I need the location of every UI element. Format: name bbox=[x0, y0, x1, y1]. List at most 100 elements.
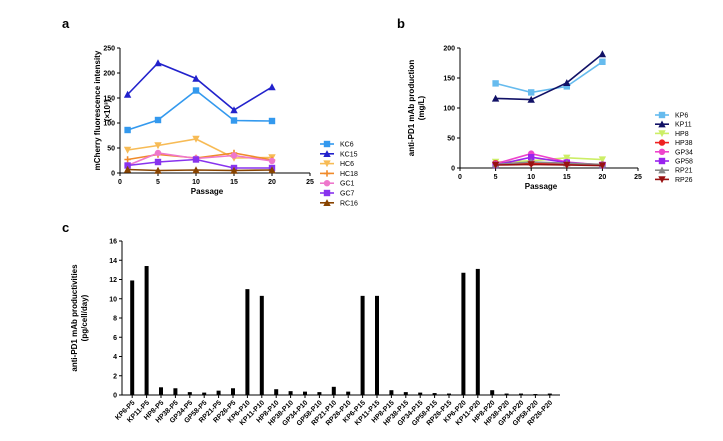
legend-label-HP38: HP38 bbox=[675, 140, 693, 147]
data-point-KP11 bbox=[491, 94, 500, 102]
data-point-KC15 bbox=[123, 90, 132, 98]
chart-c: 0 2 4 6 8 10 12 14 16 anti-PD1 mAb productivities… bbox=[70, 239, 560, 428]
bar-KP6-P10 bbox=[245, 289, 250, 395]
bar-GP34-P20 bbox=[519, 393, 523, 395]
data-point-GC1 bbox=[230, 152, 238, 159]
bar-RP21-P5 bbox=[216, 390, 221, 395]
bar-RP26-P10 bbox=[346, 391, 351, 395]
bar-KP6-P20 bbox=[461, 272, 466, 395]
legend-marker bbox=[658, 148, 666, 155]
bar-HP38-P20 bbox=[504, 393, 509, 395]
y-tick-label: 100 bbox=[443, 106, 455, 113]
series-line-RP26 bbox=[495, 163, 603, 167]
data-point-RP26 bbox=[563, 161, 571, 169]
data-point-GC7 bbox=[192, 156, 200, 163]
bar-RP21-P10 bbox=[331, 386, 336, 395]
x-tick-label: 5 bbox=[494, 174, 498, 181]
data-point-GC1 bbox=[154, 149, 162, 157]
data-point-KC15 bbox=[230, 106, 238, 114]
x-tick-label: 20 bbox=[268, 179, 276, 186]
legend-label-KP6: KP6 bbox=[675, 113, 688, 120]
data-point-RC16 bbox=[154, 166, 162, 174]
bar-GP58-P10 bbox=[317, 392, 322, 395]
legend-marker bbox=[658, 120, 666, 128]
legend-label-RP26: RP26 bbox=[675, 177, 693, 184]
y-tick-label: 14 bbox=[109, 258, 117, 265]
bar-RP26-P15 bbox=[447, 393, 451, 395]
y-tick-label: 0 bbox=[111, 171, 115, 178]
data-point-KP6 bbox=[492, 80, 499, 87]
legend-label-KC6: KC6 bbox=[340, 142, 354, 149]
x-tick-label: 0 bbox=[118, 179, 122, 186]
bar-KP11-P5 bbox=[144, 266, 149, 395]
bar-HP8-P10 bbox=[274, 389, 279, 395]
bar-GP34-P15 bbox=[418, 392, 423, 395]
series-line-KC6 bbox=[127, 89, 273, 131]
series-line-GC7 bbox=[127, 158, 272, 169]
legend-label-HP8: HP8 bbox=[675, 131, 689, 138]
data-point-RC16 bbox=[268, 166, 276, 174]
legend-marker bbox=[323, 180, 331, 187]
y-tick-label: 100 bbox=[103, 121, 115, 128]
bar-HP8-P15 bbox=[389, 390, 394, 395]
y-tick-label: 200 bbox=[103, 71, 115, 78]
y-tick-label: 0 bbox=[113, 393, 117, 400]
legend-label-KC15: KC15 bbox=[340, 151, 358, 158]
data-point-GC7 bbox=[124, 162, 131, 169]
bar-HP8-P5 bbox=[159, 387, 163, 395]
y-tick-label: 150 bbox=[103, 96, 115, 103]
data-point-KP11 bbox=[598, 50, 607, 58]
x-tick-label: 10 bbox=[192, 179, 200, 186]
legend-label-RP21: RP21 bbox=[675, 168, 693, 175]
data-point-HP8 bbox=[598, 156, 607, 164]
y-axis-unit: (×10³) bbox=[103, 99, 112, 121]
bar-KP6-P5 bbox=[130, 280, 135, 395]
y-axis-unit: (pg/cell/day) bbox=[80, 294, 89, 341]
x-tick-label: 15 bbox=[563, 174, 571, 181]
y-tick-label: 2 bbox=[113, 373, 117, 380]
x-tick-label: 25 bbox=[634, 174, 642, 181]
x-axis-title: Passage bbox=[525, 182, 558, 191]
data-point-KP6 bbox=[528, 89, 535, 96]
data-point-RP26 bbox=[598, 162, 607, 170]
data-point-GP58 bbox=[528, 154, 535, 161]
y-axis-unit: (mg/L) bbox=[417, 95, 426, 120]
y-tick-label: 16 bbox=[109, 239, 117, 246]
data-point-RC16 bbox=[123, 165, 132, 173]
series-line-RC16 bbox=[127, 168, 273, 172]
y-tick-label: 8 bbox=[113, 316, 117, 323]
bar-KP11-P10 bbox=[259, 295, 264, 395]
bar-RP26-P20 bbox=[547, 393, 552, 395]
y-tick-label: 200 bbox=[443, 46, 455, 53]
x-axis-title: Passage bbox=[191, 187, 224, 196]
data-point-KC6 bbox=[154, 116, 162, 124]
bar-GP58-P5 bbox=[202, 392, 207, 395]
legend-marker bbox=[323, 150, 331, 157]
data-point-HC18 bbox=[124, 156, 131, 163]
legend-marker bbox=[658, 139, 666, 146]
y-tick-label: 6 bbox=[113, 335, 117, 342]
data-point-RC16 bbox=[192, 166, 200, 174]
data-point-RP26 bbox=[491, 161, 500, 169]
data-point-HC6 bbox=[154, 142, 162, 150]
data-point-RC16 bbox=[230, 166, 238, 174]
data-point-GC7 bbox=[154, 158, 162, 166]
y-axis-title: anti-PD1 mAb productivities bbox=[70, 264, 79, 372]
series-line-KP6 bbox=[495, 61, 603, 94]
bar-GP58-P15 bbox=[432, 393, 437, 395]
y-tick-label: 50 bbox=[447, 136, 455, 143]
x-tick-label: 20 bbox=[599, 174, 607, 181]
legend-marker bbox=[323, 189, 331, 197]
y-tick-label: 0 bbox=[451, 166, 455, 173]
bar-GP34-P5 bbox=[187, 392, 192, 395]
legend-label-GC7: GC7 bbox=[340, 191, 355, 198]
data-point-RP26 bbox=[527, 161, 535, 169]
x-tick-label: 15 bbox=[230, 179, 238, 186]
chart-b: 0 50 100 150 200 0 5 10 15 20 25 Passage anti-PD1 mA… bbox=[407, 46, 693, 192]
legend-label-GC1: GC1 bbox=[340, 181, 355, 188]
x-tick-label: 25 bbox=[306, 179, 314, 186]
legend-marker bbox=[658, 166, 666, 174]
series-line-KC15 bbox=[127, 62, 273, 111]
panel-label-b: b bbox=[397, 16, 405, 31]
